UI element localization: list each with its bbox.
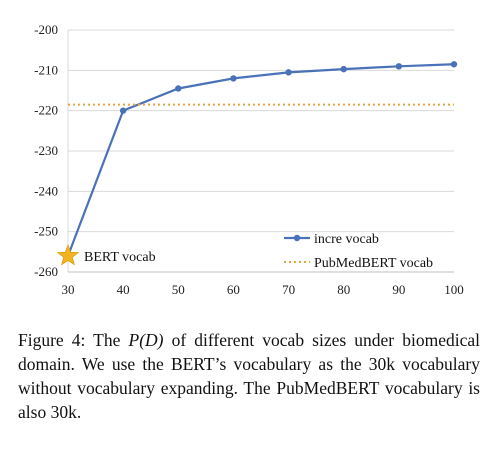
- data-point: [230, 75, 237, 82]
- x-tick-label: 30: [62, 282, 75, 297]
- y-tick-labels: -200 -210 -220 -230 -240 -250 -260: [34, 22, 58, 279]
- y-tick-label: -200: [34, 22, 58, 37]
- axes: [67, 30, 454, 273]
- star-icon: [56, 244, 80, 266]
- data-point: [175, 85, 182, 92]
- caption-suffix: of different vocab sizes under biomedica…: [18, 330, 480, 422]
- x-tick-label: 40: [117, 282, 130, 297]
- legend: incre vocab PubMedBERT vocab: [284, 232, 433, 271]
- series-group: [64, 61, 458, 260]
- x-tick-label: 50: [172, 282, 185, 297]
- caption-prefix: Figure 4: The: [18, 330, 129, 350]
- annotation-group: BERT vocab: [56, 244, 156, 266]
- annotation-label: BERT vocab: [84, 250, 156, 265]
- data-point: [119, 107, 127, 114]
- y-tick-label: -240: [34, 183, 58, 198]
- series-line-0: [66, 63, 455, 257]
- x-tick-label: 70: [282, 282, 295, 297]
- data-point: [285, 69, 292, 76]
- figure-caption: Figure 4: The P(D) of different vocab si…: [18, 328, 480, 424]
- line-chart: -200 -210 -220 -230 -240 -250 -260 30 40 50 60 70 8…: [34, 22, 464, 297]
- x-tick-labels: 30 40 50 60 70 80 90 100: [62, 282, 464, 297]
- legend-marker-0: [293, 234, 301, 242]
- y-tick-label: -250: [34, 224, 58, 239]
- data-point: [395, 63, 403, 70]
- x-tick-label: 60: [227, 282, 240, 297]
- x-tick-label: 90: [392, 282, 405, 297]
- x-tick-label: 100: [444, 282, 464, 297]
- gridlines: [68, 29, 454, 233]
- y-tick-label: -210: [34, 62, 58, 77]
- legend-label-0: incre vocab: [314, 232, 379, 247]
- y-tick-label: -220: [34, 103, 58, 118]
- y-tick-label: -230: [34, 143, 58, 158]
- data-point: [340, 65, 347, 73]
- data-point: [450, 61, 458, 68]
- y-tick-label: -260: [34, 264, 58, 279]
- x-tick-label: 80: [337, 282, 350, 297]
- caption-math: P(D): [128, 330, 164, 350]
- legend-label-1: PubMedBERT vocab: [314, 256, 433, 271]
